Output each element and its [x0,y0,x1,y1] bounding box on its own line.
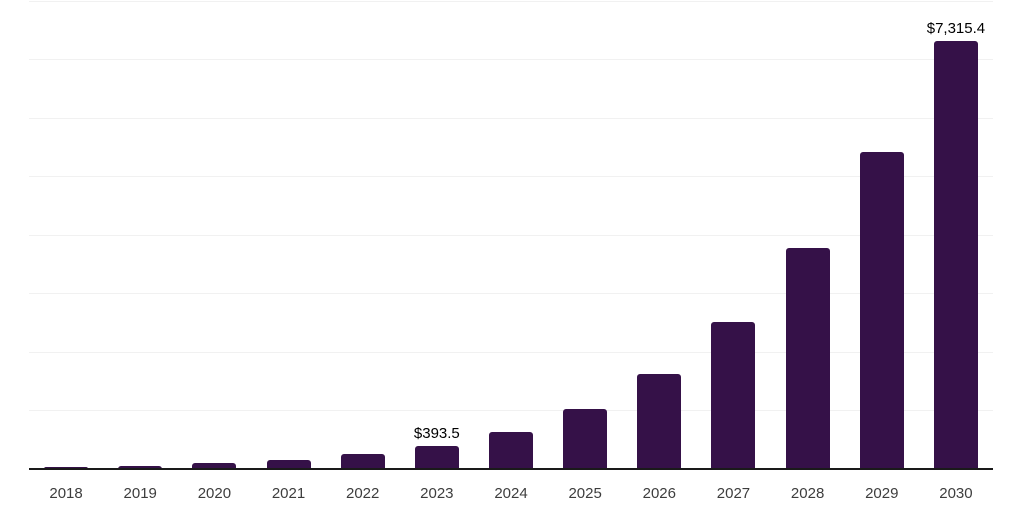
gridline-6000 [29,117,993,119]
bar-value-label-2023: $393.5 [413,424,460,442]
x-tick-label-2028: 2028 [790,485,825,502]
bar-2024 [489,431,533,469]
bar-2023 [414,445,459,469]
bar-2022 [340,454,385,469]
bar-2030 [933,41,978,469]
bar-2028 [785,247,830,469]
bar-2020 [192,462,237,469]
bar-2027 [711,321,756,469]
bar-2025 [563,409,608,469]
x-tick-label-2024: 2024 [494,485,528,502]
bar-2018 [44,466,89,469]
x-tick-label-2021: 2021 [271,485,306,502]
bar-2021 [266,459,311,469]
x-axis-line [29,468,993,470]
gridline-1000 [29,410,993,411]
bar-value-label-2030: $7,315.4 [926,20,986,38]
gridline-2000 [29,351,993,353]
x-tick-label-2027: 2027 [716,485,751,502]
gridline-7000 [29,59,993,60]
x-tick-label-2019: 2019 [123,485,157,502]
gridline-8000 [29,0,993,2]
x-tick-label-2022: 2022 [346,485,380,502]
x-tick-label-2030: 2030 [939,485,973,502]
bar-2026 [637,374,682,469]
gridline-4000 [29,234,993,236]
bar-2019 [118,465,163,469]
x-tick-label-2023: 2023 [420,485,454,502]
x-tick-label-2025: 2025 [568,485,602,502]
x-tick-label-2018: 2018 [49,485,83,502]
x-tick-label-2026: 2026 [642,485,676,502]
x-tick-label-2029: 2029 [865,485,899,502]
x-tick-label-2020: 2020 [197,485,232,502]
bar-2029 [859,151,904,469]
gridline-5000 [29,176,993,177]
gridline-3000 [29,293,993,294]
